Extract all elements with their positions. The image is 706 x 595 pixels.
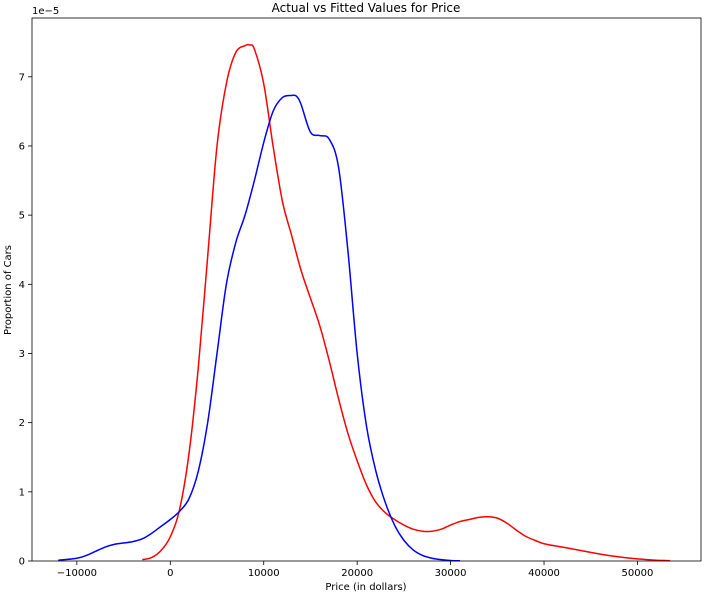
x-tick-label: 10000 [248,568,280,579]
y-tick-label: 3 [19,349,25,360]
y-tick-label: 0 [19,557,25,568]
series-line-red [142,43,671,562]
chart-title: Actual vs Fitted Values for Price [272,1,461,15]
series-line-blue [58,94,460,562]
y-tick-label: 5 [19,211,25,222]
x-tick-label: 50000 [622,568,654,579]
plot-frame [31,17,702,562]
y-tick-label: 6 [19,141,25,152]
y-axis-label: Proportion of Cars [3,245,14,335]
y-tick-label: 1 [19,487,25,498]
x-tick-label: 0 [167,568,173,579]
x-tick-label: 30000 [435,568,467,579]
x-tick-label: −10000 [57,568,97,579]
series-lines [58,43,671,562]
y-tick-label: 2 [19,418,25,429]
x-axis: −10000 0 10000 20000 30000 40000 50000 [57,561,654,579]
x-tick-label: 20000 [341,568,373,579]
y-offset-label: 1e−5 [32,6,59,17]
y-tick-label: 4 [19,280,25,291]
x-tick-label: 40000 [528,568,560,579]
y-axis: 0 1 2 3 4 5 6 7 [19,72,32,568]
x-axis-label: Price (in dollars) [325,582,406,593]
y-tick-label: 7 [19,72,25,83]
